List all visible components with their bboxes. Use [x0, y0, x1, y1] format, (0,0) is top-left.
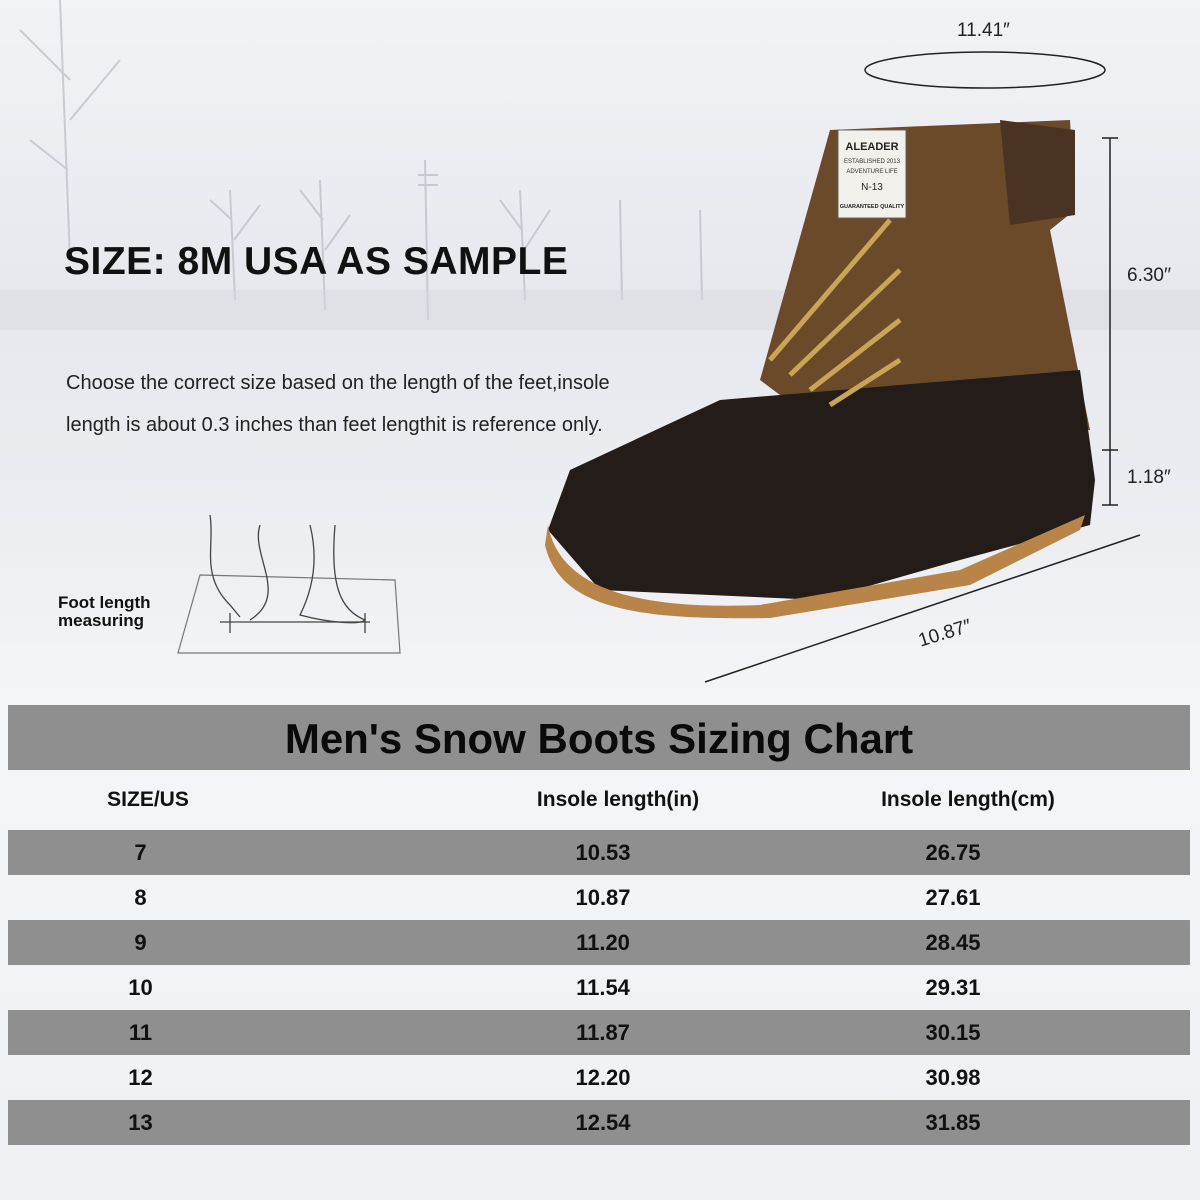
size-cell: 11 [128, 1019, 153, 1045]
insole-cm-cell: 30.98 [925, 1064, 981, 1090]
insole-cm-cell: 28.45 [925, 929, 981, 955]
size-cell: 10 [128, 974, 153, 1000]
insole-in-cell: 10.53 [575, 839, 631, 865]
insole-cm-cell: 27.61 [925, 884, 981, 910]
foot-label-line1: Foot length [58, 593, 151, 612]
sizing-chart-table: Men's Snow Boots Sizing Chart SIZE/US In… [8, 705, 1190, 1145]
table-row: 11 11.87 30.15 [8, 1010, 1190, 1055]
table-row: 9 11.20 28.45 [8, 920, 1190, 965]
boot-label-tagline: ADVENTURE LIFE [846, 169, 897, 175]
size-cell: 12 [128, 1064, 153, 1090]
table-body: 7 10.53 26.75 8 10.87 27.61 9 11.20 28.45 10 11.54… [8, 830, 1190, 1145]
insole-in-cell: 12.54 [575, 1109, 631, 1135]
foot-length-label: Foot length measuring [58, 594, 151, 630]
insole-cm-cell: 30.15 [925, 1019, 981, 1045]
header-insole-in: Insole length(in) [536, 788, 700, 811]
boot-label-quality: GUARANTEED QUALITY [840, 204, 905, 210]
sample-size-heading: SIZE: 8M USA AS SAMPLE [64, 240, 569, 283]
insole-in-cell: 11.20 [576, 929, 630, 955]
table-row: 8 10.87 27.61 [8, 875, 1190, 920]
insole-cm-cell: 29.31 [925, 974, 981, 1000]
insole-in-cell: 11.87 [576, 1019, 630, 1045]
foot-measuring-illustration [177, 514, 401, 654]
insole-in-cell: 12.20 [575, 1064, 631, 1090]
size-cell: 8 [134, 884, 147, 910]
size-description: Choose the correct size based on the len… [66, 372, 610, 436]
size-cell: 9 [134, 929, 147, 955]
foot-label-line2: measuring [58, 611, 144, 630]
boot-image: ALEADER ESTABLISHED 2013 ADVENTURE LIFE … [545, 51, 1141, 683]
size-cell: 7 [134, 839, 147, 865]
header-insole-cm: Insole length(cm) [881, 788, 1055, 811]
size-cell: 13 [128, 1109, 153, 1135]
circumference-dimension: 11.41″ [957, 20, 1010, 41]
boot-label-established: ESTABLISHED 2013 [844, 159, 901, 165]
shaft-height-dimension: 6.30′′ [1127, 265, 1172, 286]
boot-label-model: N-13 [861, 182, 883, 193]
table-row: 10 11.54 29.31 [8, 965, 1190, 1010]
table-title: Men's Snow Boots Sizing Chart [8, 705, 1190, 770]
table-row: 12 12.20 30.98 [8, 1055, 1190, 1100]
boot-label-brand: ALEADER [845, 141, 898, 153]
insole-in-cell: 10.87 [575, 884, 631, 910]
insole-in-cell: 11.54 [576, 974, 630, 1000]
insole-cm-cell: 26.75 [925, 839, 981, 865]
table-header-row: SIZE/US Insole length(in) Insole length(… [8, 770, 1190, 830]
table-row: 13 12.54 31.85 [8, 1100, 1190, 1145]
header-size: SIZE/US [107, 788, 189, 811]
insole-cm-cell: 31.85 [925, 1109, 981, 1135]
heel-height-dimension: 1.18″ [1127, 467, 1171, 488]
table-row: 7 10.53 26.75 [8, 830, 1190, 875]
